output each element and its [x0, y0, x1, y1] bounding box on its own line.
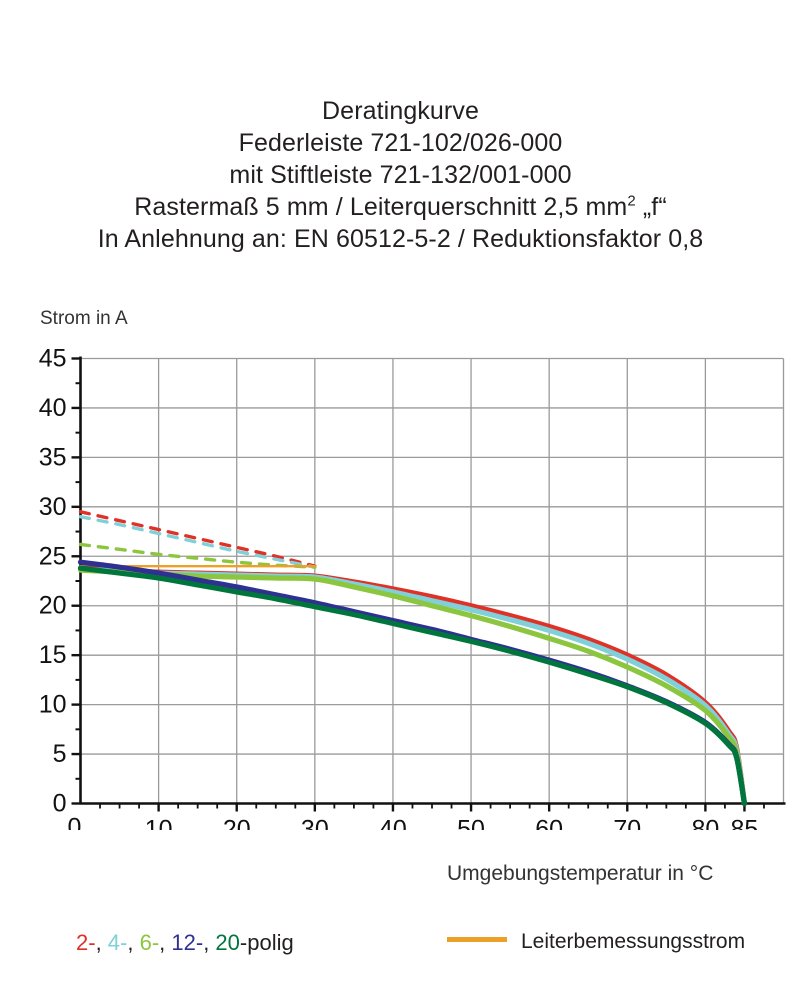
legend-line-swatch-icon	[447, 936, 507, 942]
series-line-6-polig	[77, 567, 748, 807]
y-axis-tick-label: 10	[39, 691, 67, 719]
legend-part-2: 4-	[107, 930, 128, 955]
y-axis-tick-label: 20	[39, 592, 67, 620]
title-line-2: Federleiste 721-102/026-000	[238, 129, 563, 157]
derating-chart-plot: 0 5 10 15 20 25 30 35 40 45 0 10 20 30 40 50 60 70 80 85	[39, 345, 786, 831]
title-line-5: In Anlehnung an: EN 60512-5-2 / Reduktio…	[97, 225, 704, 253]
x-axis-tick-label: 50	[457, 816, 485, 831]
legend-part-4: 6-	[139, 930, 160, 955]
legend-part-9: -polig	[239, 930, 294, 955]
x-axis-tick-label: 80	[691, 816, 719, 831]
title-line-3: mit Stiftleiste 721-132/001-000	[229, 161, 572, 189]
x-axis-tick-label: 85	[731, 816, 759, 831]
legend-rated-current: Leiterbemessungsstrom	[447, 930, 745, 954]
series-line-20-polig	[77, 565, 748, 807]
x-axis-label: Umgebungstemperatur in °C	[447, 862, 714, 885]
legend-rated-current-label: Leiterbemessungsstrom	[521, 930, 746, 953]
y-axis-tick-label: 0	[53, 790, 67, 818]
y-axis-tick-label: 30	[39, 493, 67, 521]
y-axis-tick-label: 40	[39, 394, 67, 422]
x-axis-tick-label: 20	[223, 816, 251, 831]
series-line-2-polig-unreduced	[78, 510, 317, 568]
y-axis-tick-label: 35	[39, 443, 67, 471]
y-axis-label: Strom in A	[40, 308, 128, 329]
x-axis-tick-label: 0	[68, 814, 82, 831]
legend-part-1: ,	[95, 930, 108, 955]
legend-part-6: 12-	[171, 930, 204, 955]
title-line-1: Deratingkurve	[322, 97, 479, 125]
x-axis-tick-label: 30	[301, 816, 329, 831]
y-axis-tick-label: 15	[39, 641, 67, 669]
series-line-2-polig	[77, 565, 748, 807]
x-axis-tick-label: 70	[613, 816, 641, 831]
chart-title-block: Deratingkurve Federleiste 721-102/026-00…	[0, 95, 801, 255]
y-axis-tick-label: 45	[39, 345, 67, 373]
x-axis-tick-label: 60	[535, 816, 563, 831]
legend-series-poles: 2-, 4-, 6-, 12-, 20-polig	[76, 930, 294, 956]
series-line-4-polig	[77, 566, 748, 807]
legend-part-5: ,	[159, 930, 172, 955]
legend-part-8: 20	[215, 930, 240, 955]
series-line-4-polig-unreduced	[78, 515, 317, 569]
title-line-4-superscript: 2	[627, 192, 636, 210]
title-line-4-suffix: „f“	[635, 193, 667, 221]
legend-part-7: ,	[203, 930, 216, 955]
title-line-4-text: Rastermaß 5 mm / Leiterquerschnitt 2,5 m…	[134, 193, 628, 221]
chart-legend: 2-, 4-, 6-, 12-, 20-polig Leiterbemessun…	[0, 930, 801, 980]
y-axis-tick-label: 5	[53, 740, 67, 768]
x-axis-tick-label: 10	[145, 816, 173, 831]
legend-part-0: 2-	[76, 930, 96, 955]
title-line-4: Rastermaß 5 mm / Leiterquerschnitt 2,5 m…	[0, 191, 801, 223]
y-axis-tick-label: 25	[39, 542, 67, 570]
x-axis-tick-label: 40	[379, 816, 407, 831]
legend-part-3: ,	[127, 930, 140, 955]
